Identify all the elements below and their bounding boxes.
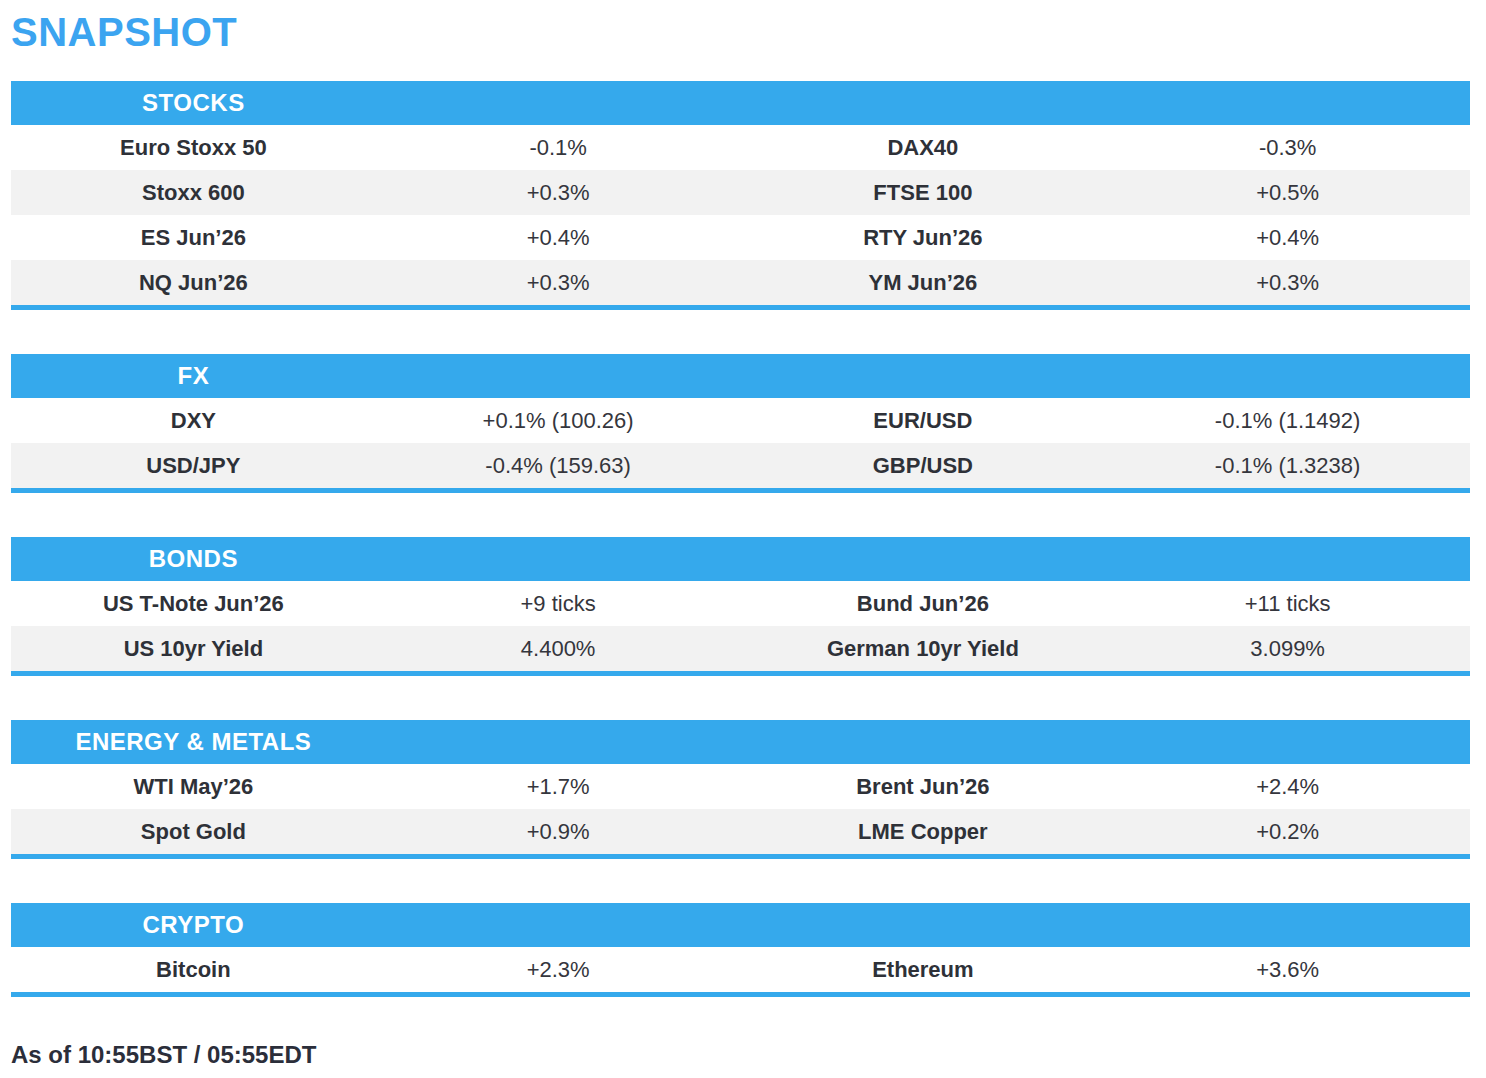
section-energy-metals: ENERGY & METALS WTI May’26+1.7%Brent Jun’… — [11, 720, 1470, 859]
instrument-value: +0.4% — [376, 225, 741, 251]
section-title: STOCKS — [11, 89, 376, 117]
timestamp-note: As of 10:55BST / 05:55EDT — [11, 1041, 1470, 1069]
section-header-bonds: BONDS — [11, 537, 1470, 581]
instrument-label: YM Jun’26 — [741, 270, 1106, 296]
instrument-label: GBP/USD — [741, 453, 1106, 479]
instrument-label: FTSE 100 — [741, 180, 1106, 206]
instrument-label: Ethereum — [741, 957, 1106, 983]
table-row: Stoxx 600+0.3%FTSE 100+0.5% — [11, 170, 1470, 215]
instrument-label: Bitcoin — [11, 957, 376, 983]
instrument-label: WTI May’26 — [11, 774, 376, 800]
instrument-value: -0.1% (1.3238) — [1105, 453, 1470, 479]
instrument-value: +0.2% — [1105, 819, 1470, 845]
instrument-label: Bund Jun’26 — [741, 591, 1106, 617]
section-crypto: CRYPTO Bitcoin+2.3%Ethereum+3.6% — [11, 903, 1470, 997]
instrument-label: USD/JPY — [11, 453, 376, 479]
instrument-label: ES Jun’26 — [11, 225, 376, 251]
instrument-value: -0.3% — [1105, 135, 1470, 161]
instrument-label: Brent Jun’26 — [741, 774, 1106, 800]
table-row: DXY+0.1% (100.26)EUR/USD-0.1% (1.1492) — [11, 398, 1470, 443]
instrument-label: NQ Jun’26 — [11, 270, 376, 296]
table-row: USD/JPY-0.4% (159.63)GBP/USD-0.1% (1.323… — [11, 443, 1470, 488]
instrument-value: +2.4% — [1105, 774, 1470, 800]
instrument-value: +0.4% — [1105, 225, 1470, 251]
section-header-fx: FX — [11, 354, 1470, 398]
instrument-value: 4.400% — [376, 636, 741, 662]
table-row: Euro Stoxx 50-0.1%DAX40-0.3% — [11, 125, 1470, 170]
section-header-stocks: STOCKS — [11, 81, 1470, 125]
instrument-label: Euro Stoxx 50 — [11, 135, 376, 161]
instrument-label: DAX40 — [741, 135, 1106, 161]
instrument-label: Spot Gold — [11, 819, 376, 845]
instrument-label: US 10yr Yield — [11, 636, 376, 662]
section-title: FX — [11, 362, 376, 390]
instrument-value: -0.1% — [376, 135, 741, 161]
table-row: US T-Note Jun’26+9 ticksBund Jun’26+11 t… — [11, 581, 1470, 626]
instrument-value: -0.1% (1.1492) — [1105, 408, 1470, 434]
instrument-value: +0.3% — [376, 270, 741, 296]
instrument-value: +0.3% — [1105, 270, 1470, 296]
instrument-label: RTY Jun’26 — [741, 225, 1106, 251]
instrument-value: +0.5% — [1105, 180, 1470, 206]
instrument-value: +0.1% (100.26) — [376, 408, 741, 434]
section-title: CRYPTO — [11, 911, 376, 939]
instrument-value: +11 ticks — [1105, 591, 1470, 617]
instrument-value: +1.7% — [376, 774, 741, 800]
instrument-value: +0.9% — [376, 819, 741, 845]
instrument-label: LME Copper — [741, 819, 1106, 845]
table-row: NQ Jun’26+0.3%YM Jun’26+0.3% — [11, 260, 1470, 305]
instrument-label: German 10yr Yield — [741, 636, 1106, 662]
section-header-energy-metals: ENERGY & METALS — [11, 720, 1470, 764]
instrument-value: +2.3% — [376, 957, 741, 983]
table-row: Bitcoin+2.3%Ethereum+3.6% — [11, 947, 1470, 992]
table-row: ES Jun’26+0.4%RTY Jun’26+0.4% — [11, 215, 1470, 260]
table-row: Spot Gold+0.9%LME Copper+0.2% — [11, 809, 1470, 854]
instrument-label: DXY — [11, 408, 376, 434]
section-title: BONDS — [11, 545, 376, 573]
table-row: WTI May’26+1.7%Brent Jun’26+2.4% — [11, 764, 1470, 809]
section-stocks: STOCKSEuro Stoxx 50-0.1%DAX40-0.3%Stoxx … — [11, 81, 1470, 310]
snapshot-table: STOCKSEuro Stoxx 50-0.1%DAX40-0.3%Stoxx … — [11, 81, 1470, 997]
page-title: SNAPSHOT — [11, 8, 1470, 56]
page: SNAPSHOT STOCKSEuro Stoxx 50-0.1%DAX40-0… — [0, 0, 1486, 1069]
instrument-value: 3.099% — [1105, 636, 1470, 662]
section-title: ENERGY & METALS — [11, 728, 376, 756]
section-fx: FX DXY+0.1% (100.26)EUR/USD-0.1% (1.1492)… — [11, 354, 1470, 493]
instrument-value: +3.6% — [1105, 957, 1470, 983]
instrument-label: Stoxx 600 — [11, 180, 376, 206]
section-header-crypto: CRYPTO — [11, 903, 1470, 947]
instrument-value: +0.3% — [376, 180, 741, 206]
section-bonds: BONDS US T-Note Jun’26+9 ticksBund Jun’26… — [11, 537, 1470, 676]
instrument-value: -0.4% (159.63) — [376, 453, 741, 479]
instrument-label: US T-Note Jun’26 — [11, 591, 376, 617]
table-row: US 10yr Yield4.400%German 10yr Yield3.09… — [11, 626, 1470, 671]
instrument-value: +9 ticks — [376, 591, 741, 617]
instrument-label: EUR/USD — [741, 408, 1106, 434]
